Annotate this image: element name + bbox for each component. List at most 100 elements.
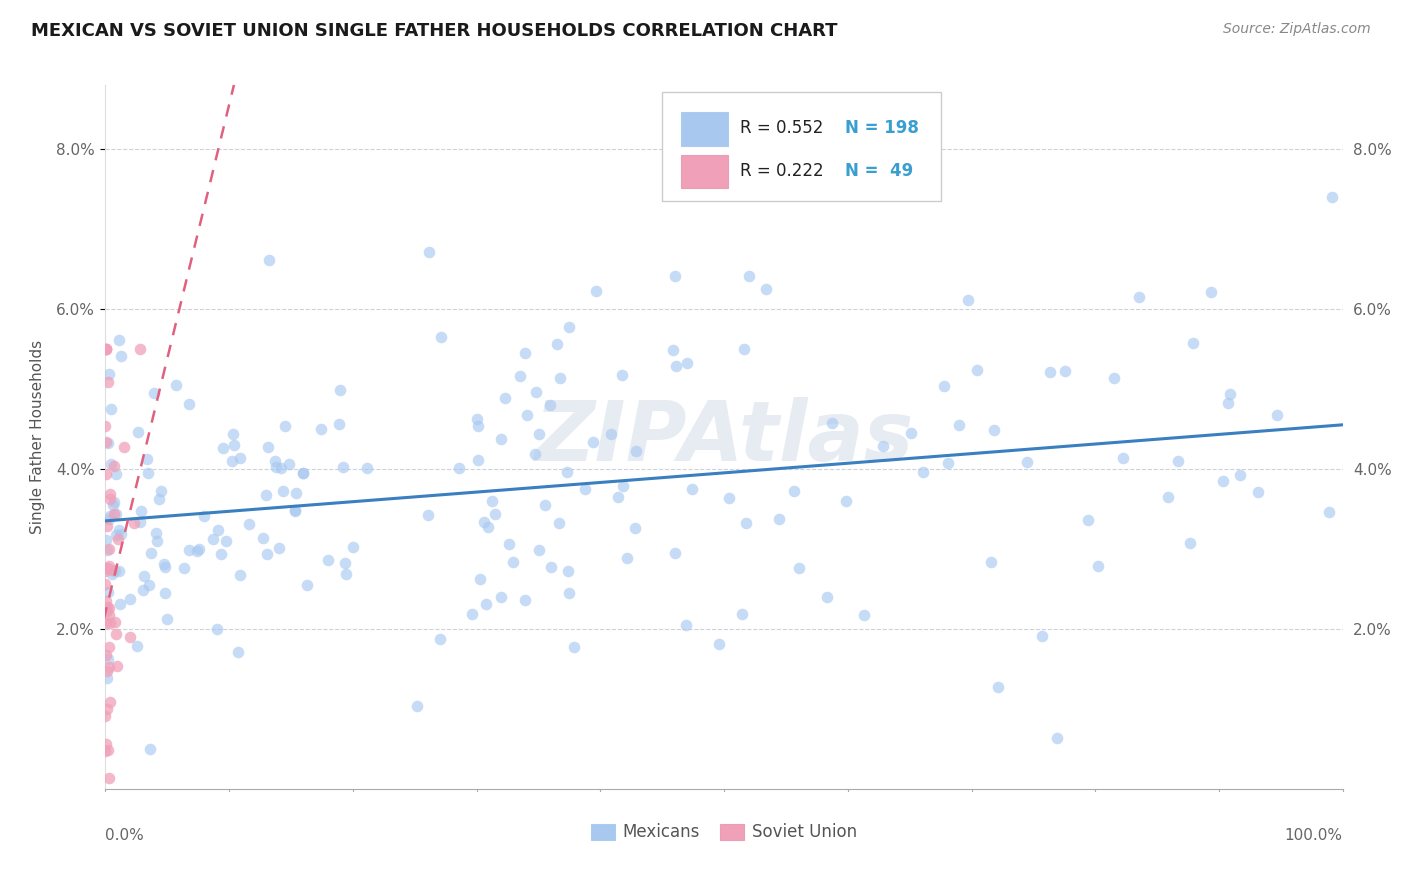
Point bbox=[768, 512, 790, 526]
Point bbox=[105, 467, 128, 481]
Point bbox=[835, 493, 858, 508]
Point bbox=[1178, 536, 1201, 550]
Point bbox=[1031, 629, 1053, 643]
Point bbox=[562, 640, 585, 655]
Point bbox=[489, 433, 512, 447]
Point bbox=[139, 742, 162, 756]
Point bbox=[284, 503, 307, 517]
Point bbox=[128, 515, 150, 529]
Point bbox=[900, 425, 922, 440]
Point bbox=[263, 454, 285, 468]
Point bbox=[1216, 395, 1239, 409]
Point bbox=[309, 421, 332, 435]
Point bbox=[97, 660, 120, 674]
Point bbox=[96, 560, 118, 574]
Point bbox=[467, 418, 489, 433]
Point bbox=[515, 345, 537, 359]
Point bbox=[555, 465, 578, 479]
Point bbox=[516, 408, 538, 422]
Point bbox=[94, 615, 117, 630]
Point bbox=[546, 337, 568, 351]
Point bbox=[429, 330, 451, 344]
Point bbox=[105, 658, 128, 673]
Point bbox=[177, 397, 200, 411]
Point bbox=[418, 508, 440, 522]
Point bbox=[96, 604, 118, 618]
Point bbox=[104, 627, 127, 641]
Y-axis label: Single Father Households: Single Father Households bbox=[30, 340, 45, 534]
Point bbox=[94, 435, 117, 450]
Point bbox=[1157, 490, 1180, 504]
Text: MEXICAN VS SOVIET UNION SINGLE FATHER HOUSEHOLDS CORRELATION CHART: MEXICAN VS SOVIET UNION SINGLE FATHER HO… bbox=[31, 22, 838, 40]
Point bbox=[94, 830, 117, 845]
Point bbox=[513, 593, 536, 607]
Point bbox=[815, 590, 838, 604]
Point bbox=[735, 516, 758, 530]
Point bbox=[104, 565, 127, 579]
Point bbox=[156, 612, 179, 626]
Point bbox=[1265, 408, 1288, 422]
Point bbox=[731, 607, 754, 621]
Point bbox=[97, 825, 120, 839]
Point bbox=[98, 695, 121, 709]
Point bbox=[502, 555, 524, 569]
Point bbox=[475, 597, 498, 611]
Point bbox=[120, 631, 142, 645]
Point bbox=[494, 391, 516, 405]
Point bbox=[484, 507, 506, 521]
Point bbox=[98, 367, 121, 381]
Point bbox=[405, 698, 427, 713]
Point bbox=[94, 744, 117, 758]
Point bbox=[98, 487, 121, 501]
Point bbox=[1017, 455, 1039, 469]
Point bbox=[127, 425, 149, 439]
Point bbox=[141, 546, 163, 560]
Text: Source: ZipAtlas.com: Source: ZipAtlas.com bbox=[1223, 22, 1371, 37]
Point bbox=[94, 564, 117, 578]
Point bbox=[205, 622, 228, 636]
Point bbox=[97, 585, 120, 599]
Point bbox=[477, 520, 499, 534]
Point bbox=[1320, 189, 1343, 203]
Point bbox=[110, 527, 132, 541]
Point bbox=[108, 597, 131, 611]
Point bbox=[1039, 365, 1062, 379]
Text: R = 0.222: R = 0.222 bbox=[740, 161, 824, 179]
Point bbox=[574, 482, 596, 496]
Point bbox=[498, 537, 520, 551]
Point bbox=[94, 561, 117, 575]
Point bbox=[966, 363, 988, 377]
Point bbox=[558, 320, 581, 334]
Point bbox=[461, 607, 484, 621]
Point bbox=[285, 485, 308, 500]
Point bbox=[820, 416, 842, 430]
Text: ZIPAtlas: ZIPAtlas bbox=[534, 397, 914, 477]
Point bbox=[221, 454, 243, 468]
Point bbox=[94, 790, 117, 805]
Point bbox=[229, 450, 252, 465]
Point bbox=[98, 559, 121, 574]
FancyBboxPatch shape bbox=[681, 154, 728, 188]
Point bbox=[983, 423, 1005, 437]
Point bbox=[100, 457, 122, 471]
Point bbox=[122, 516, 145, 530]
Point bbox=[201, 532, 224, 546]
Point bbox=[1053, 363, 1076, 377]
Point bbox=[97, 743, 120, 757]
Point bbox=[489, 591, 512, 605]
Point bbox=[292, 466, 315, 480]
Point bbox=[188, 541, 211, 556]
Point bbox=[481, 493, 503, 508]
Point bbox=[103, 458, 125, 473]
Point bbox=[853, 607, 876, 622]
Point bbox=[529, 426, 551, 441]
Point bbox=[1077, 513, 1099, 527]
Text: N = 198: N = 198 bbox=[845, 120, 920, 137]
Legend: Mexicans, Soviet Union: Mexicans, Soviet Union bbox=[585, 817, 863, 848]
Point bbox=[278, 457, 301, 471]
Point bbox=[557, 564, 579, 578]
Point bbox=[509, 368, 531, 383]
Point bbox=[94, 737, 117, 751]
Point bbox=[980, 555, 1002, 569]
Point bbox=[114, 440, 136, 454]
